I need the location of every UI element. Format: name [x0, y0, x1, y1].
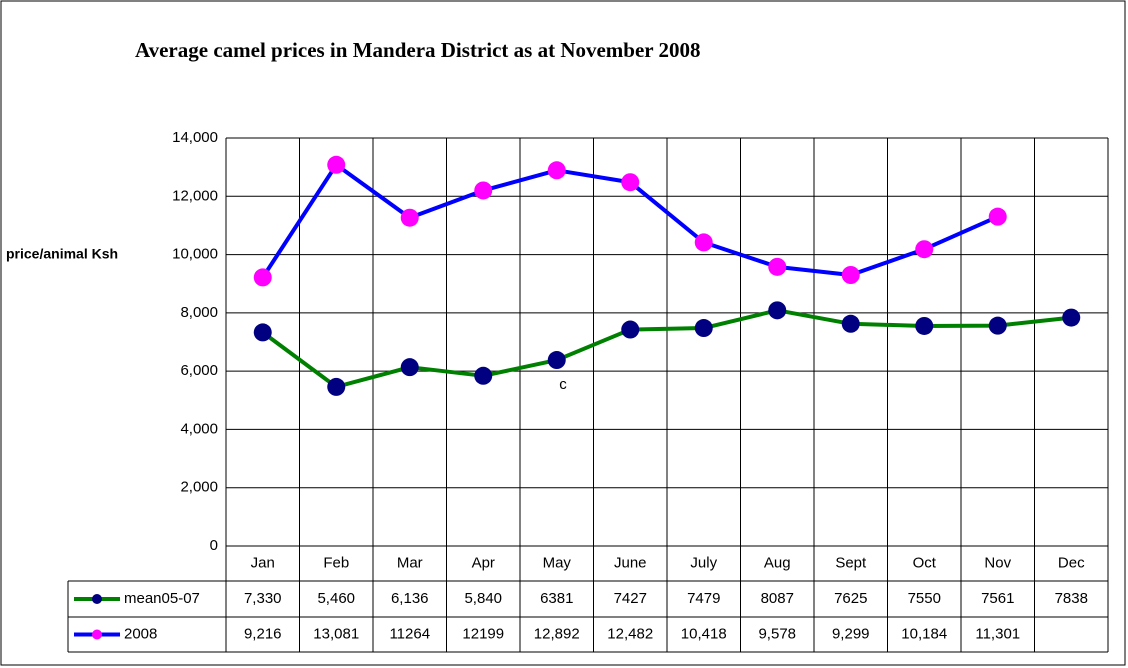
- marker: [474, 181, 493, 200]
- table-value: 6,136: [391, 590, 429, 607]
- table-value: 10,184: [901, 625, 947, 642]
- table-value: 9,216: [244, 625, 282, 642]
- table-value: 7,330: [244, 590, 282, 607]
- table-value: 10,418: [681, 625, 727, 642]
- marker: [694, 319, 713, 338]
- marker: [327, 377, 346, 396]
- table-value: 11,301: [975, 625, 1020, 642]
- marker: [400, 208, 419, 227]
- marker: [253, 323, 272, 342]
- y-tick-label: 8,000: [180, 304, 218, 321]
- marker: [988, 207, 1007, 226]
- y-tick-label: 14,000: [172, 129, 218, 146]
- x-tick-label: Aug: [764, 554, 791, 571]
- table-value: 7838: [1055, 590, 1088, 607]
- table-value: 7625: [834, 590, 867, 607]
- table-value: 7550: [908, 590, 941, 607]
- marker: [841, 314, 860, 333]
- marker: [400, 358, 419, 377]
- marker: [915, 316, 934, 335]
- marker: [253, 268, 272, 287]
- y-tick-label: 12,000: [172, 187, 218, 204]
- x-tick-label: May: [543, 554, 572, 571]
- table-value: 8087: [761, 590, 794, 607]
- marker: [547, 351, 566, 370]
- table-value: 12,482: [607, 625, 653, 642]
- marker: [768, 257, 787, 276]
- y-tick-label: 4,000: [180, 420, 218, 437]
- x-tick-label: Sept: [835, 554, 867, 571]
- annotation: c: [559, 376, 567, 393]
- x-tick-label: Mar: [397, 554, 423, 571]
- marker: [621, 173, 640, 192]
- y-tick-label: 0: [210, 537, 218, 554]
- table-value: 9,578: [758, 625, 796, 642]
- table-value: 7561: [981, 590, 1014, 607]
- table-value: 12199: [462, 625, 504, 642]
- y-tick-label: 2,000: [180, 479, 218, 496]
- table-value: 13,081: [313, 625, 359, 642]
- x-tick-label: July: [690, 554, 717, 571]
- x-tick-label: Jan: [251, 554, 275, 571]
- y-axis-label: price/animal Ksh: [6, 246, 118, 262]
- marker: [474, 366, 493, 385]
- y-tick-label: 6,000: [180, 362, 218, 379]
- marker: [768, 301, 787, 320]
- table-value: 5,840: [464, 590, 502, 607]
- marker: [327, 155, 346, 174]
- table-value: 6381: [540, 590, 573, 607]
- marker: [1062, 308, 1081, 327]
- table-value: 12,892: [534, 625, 580, 642]
- x-tick-label: Apr: [472, 554, 495, 571]
- table-value: 7427: [614, 590, 647, 607]
- y-tick-label: 10,000: [172, 246, 218, 263]
- marker: [841, 266, 860, 285]
- marker: [547, 161, 566, 180]
- marker: [988, 316, 1007, 335]
- x-tick-label: Nov: [984, 554, 1011, 571]
- legend-marker: [92, 594, 102, 604]
- legend-label: mean05-07: [124, 590, 200, 607]
- marker: [915, 240, 934, 259]
- chart-title: Average camel prices in Mandera District…: [135, 38, 701, 62]
- legend-label: 2008: [124, 625, 157, 642]
- table-value: 5,460: [317, 590, 355, 607]
- x-tick-label: June: [614, 554, 647, 571]
- series-line: [261, 308, 1072, 389]
- table-value: 7479: [687, 590, 720, 607]
- marker: [621, 320, 640, 339]
- x-tick-label: Oct: [913, 554, 937, 571]
- table-value: 9,299: [832, 625, 870, 642]
- x-tick-label: Dec: [1058, 554, 1085, 571]
- table-value: 11264: [389, 625, 430, 642]
- x-tick-label: Feb: [323, 554, 349, 571]
- marker: [694, 233, 713, 252]
- legend-marker: [92, 629, 102, 640]
